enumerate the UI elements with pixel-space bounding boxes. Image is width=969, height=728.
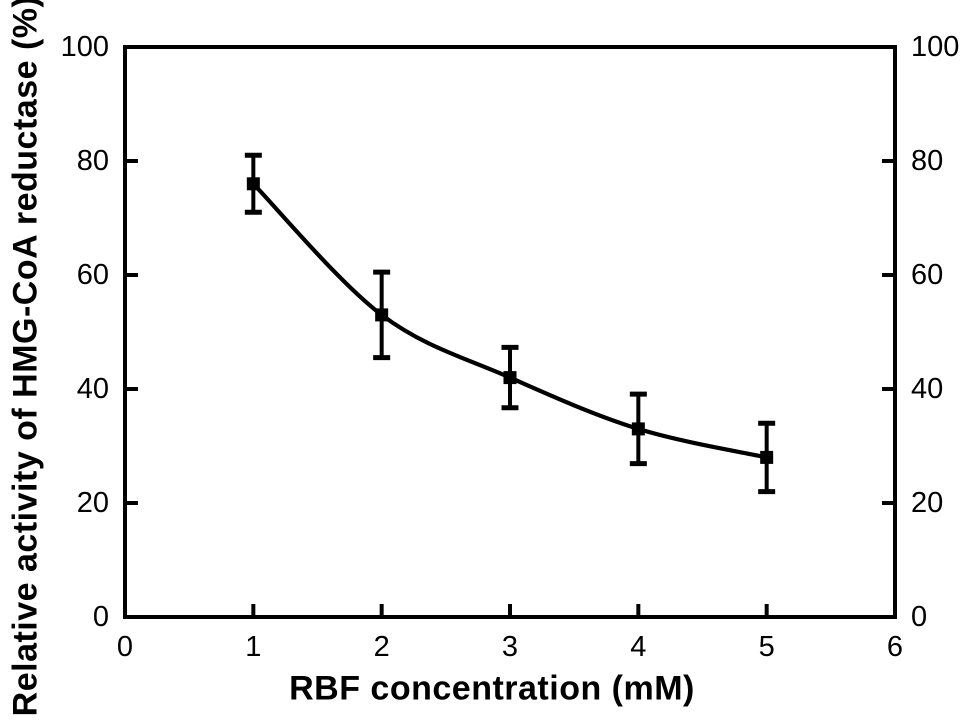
data-point-marker — [375, 308, 389, 322]
x-axis-tick-label: 0 — [117, 631, 133, 663]
y-axis-tick-label-right: 80 — [911, 145, 943, 177]
y-axis-tick-label-right: 100 — [911, 31, 959, 63]
y-axis-tick-label-right: 60 — [911, 259, 943, 291]
y-axis-tick-label-left: 100 — [61, 31, 109, 63]
y-axis-title: Relative activity of HMG-CoA reductase (… — [6, 0, 45, 717]
x-axis-tick-label: 5 — [759, 631, 775, 663]
series-line — [251, 182, 768, 460]
x-axis-tick-label: 2 — [374, 631, 390, 663]
data-point-marker — [246, 177, 260, 191]
y-axis-tick-label-left: 20 — [77, 487, 109, 519]
y-axis-tick-label-left: 0 — [93, 601, 109, 633]
x-axis-tick-label: 4 — [630, 631, 646, 663]
y-axis-tick-label-right: 20 — [911, 487, 943, 519]
x-axis-tick-label: 6 — [887, 631, 903, 663]
y-axis-tick-label-left: 60 — [77, 259, 109, 291]
y-axis-tick-label-left: 40 — [77, 373, 109, 405]
y-axis-tick-label-right: 0 — [911, 601, 927, 633]
data-point-marker — [631, 422, 645, 436]
x-axis-tick-label: 3 — [502, 631, 518, 663]
x-axis-tick-label: 1 — [245, 631, 261, 663]
data-point-marker — [760, 450, 774, 464]
axes-box — [123, 45, 897, 619]
y-axis-tick-label-right: 40 — [911, 373, 943, 405]
data-point-marker — [503, 371, 517, 385]
x-axis-title: RBF concentration (mM) — [289, 669, 695, 708]
y-axis-tick-label-left: 80 — [77, 145, 109, 177]
